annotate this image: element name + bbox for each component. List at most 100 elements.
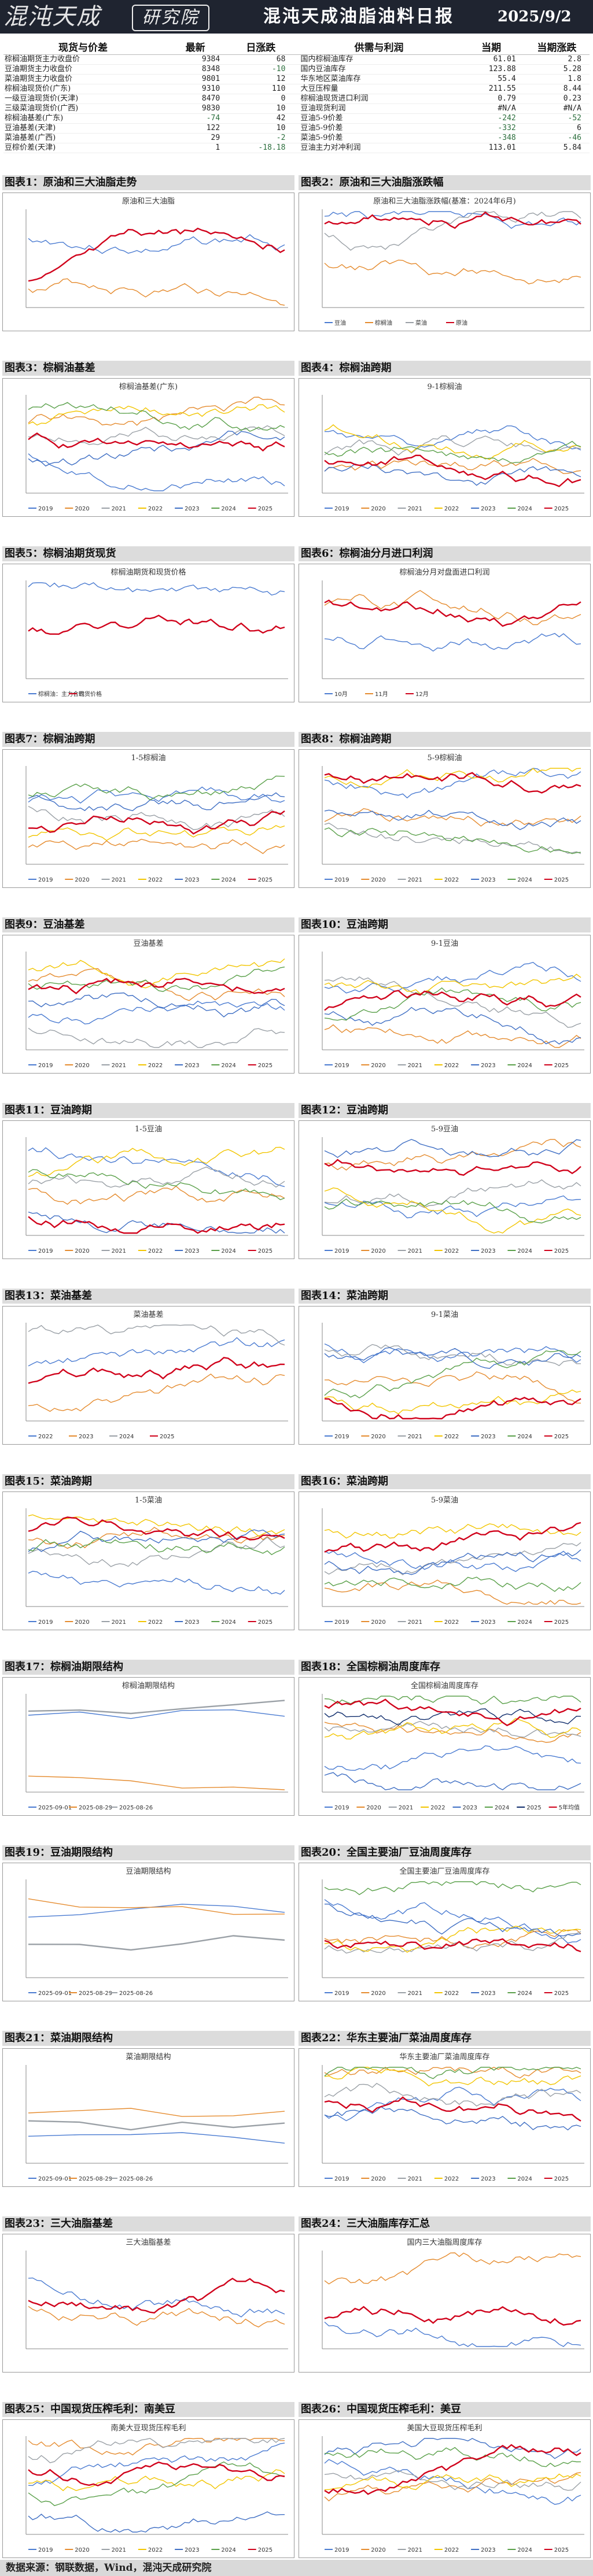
series-line — [324, 1522, 581, 1553]
legend-label: 2024 — [221, 1248, 235, 1254]
legend-label: 棕榈油：主力合约 — [38, 690, 84, 698]
series-line — [324, 2067, 581, 2087]
legend-label: 2019 — [334, 1990, 349, 1997]
header-cell: 日涨跌 — [228, 38, 294, 55]
legend-label: 2023 — [79, 1434, 93, 1440]
legend-label: 2019 — [38, 506, 53, 512]
legend-label: 2024 — [221, 2547, 235, 2553]
series-line — [324, 976, 581, 1028]
row-value: 42 — [228, 113, 294, 124]
row-label: 豆油现货利润 — [299, 103, 459, 114]
legend-label: 2021 — [408, 506, 422, 512]
legend-label: 2023 — [481, 2176, 495, 2182]
legend-label: 2023 — [481, 506, 495, 512]
series-line — [28, 1357, 285, 1384]
chart-title: 图表6：棕榈油分月进口利润 — [299, 546, 591, 561]
chart-plot-area: 1-5菜油 2019 2020 2021 2022 2023 2024 2025 — [2, 1491, 294, 1630]
chart-subtitle: 三大油脂基差 — [126, 2238, 171, 2247]
header-cell: 现货与价差 — [3, 38, 163, 55]
series-line — [324, 463, 581, 486]
logo: 混沌天成 研究院 — [0, 0, 220, 34]
chart-svg: 华东主要油厂菜油周度库存 2019 2020 2021 2022 2023 2024 2025 — [322, 2052, 584, 2182]
chart-title: 图表12：豆油跨期 — [299, 1103, 591, 1118]
series-line — [324, 987, 581, 1021]
row-label: 大豆压榨量 — [299, 84, 459, 94]
legend-label: 2019 — [38, 1063, 53, 1069]
row-value: -332 — [458, 123, 524, 134]
summary-row: 棕榈油期货主力收盘价 9384 68 国内棕榈油库存 61.01 2.8 — [3, 54, 590, 65]
legend-label: 2021 — [112, 1063, 126, 1069]
series-line — [324, 1187, 581, 1234]
chart-title: 图表3：棕榈油基差 — [2, 361, 294, 376]
row-value: 9310 — [162, 84, 229, 94]
series-line — [28, 2120, 285, 2131]
summary-row: 棕榈油基差(广东) -74 42 豆油5-9价差 -242 -52 — [3, 113, 590, 124]
series-line — [28, 1529, 285, 1552]
row-label: 菜油5-9价差 — [299, 133, 459, 143]
chart-subtitle: 棕榈油期货和现货价格 — [111, 568, 186, 577]
legend-label: 原油 — [456, 319, 467, 327]
series-line — [324, 1347, 581, 1369]
row-value: #N/A — [458, 103, 524, 114]
legend-label: 2025 — [258, 1063, 272, 1069]
summary-row: 棕榈油现货价(广东) 9310 110 大豆压榨量 211.55 8.44 — [3, 84, 590, 94]
row-label: 豆油期货主力收盘价 — [3, 64, 163, 75]
series-line — [324, 1139, 581, 1171]
series-line — [324, 1397, 581, 1420]
series-line — [324, 1198, 581, 1224]
chart-svg: 三大油脂基差 — [25, 2238, 288, 2349]
row-label: 国内棕榈油库存 — [299, 54, 459, 65]
series-line — [324, 1343, 581, 1367]
series-line — [324, 1389, 581, 1415]
legend-label: 2025 — [526, 1805, 541, 1811]
series-line — [324, 424, 581, 460]
row-label: 国内豆油库存 — [299, 64, 459, 75]
row-label: 豆油基差(天津) — [3, 123, 163, 134]
chart-title: 图表16：菜油跨期 — [299, 1474, 591, 1489]
summary-row: 豆油基差(天津) 122 10 豆油5-9价差 -332 6 — [3, 123, 590, 134]
legend-label: 2021 — [408, 1063, 422, 1069]
row-value: -348 — [458, 133, 524, 143]
logo-stamp-text: 研究院 — [142, 8, 200, 28]
chart-title: 图表11：豆油跨期 — [2, 1103, 294, 1118]
legend-label: 2025-08-26 — [119, 1990, 153, 1997]
legend-label: 2019 — [38, 2547, 53, 2553]
legend-label: 2021 — [408, 1990, 422, 1997]
row-label: 棕榈油基差(广东) — [3, 113, 163, 124]
row-value: 10 — [228, 123, 294, 134]
series-line — [28, 968, 285, 1001]
row-label: 豆棕价差(天津) — [3, 143, 163, 153]
logo-text: 混沌天成 — [3, 3, 101, 30]
chart-title: 图表17：棕榈油期限结构 — [2, 1660, 294, 1675]
chart-plot-area: 5-9棕榈油 2019 2020 2021 2022 2023 2024 2025 — [299, 749, 591, 888]
chart-subtitle: 华东主要油厂菜油周度库存 — [399, 2052, 489, 2061]
row-label: 菜油基差(广西) — [3, 133, 163, 143]
chart-plot-area: 美国大豆现货压榨毛利 2019 2020 2021 2022 2023 2024 2025 — [299, 2419, 591, 2558]
row-value: -2 — [228, 133, 294, 143]
legend-label: 2022 — [444, 1248, 459, 1254]
series-line — [324, 1542, 581, 1576]
legend-label: 2025-09-01 — [38, 1990, 72, 1997]
series-line — [324, 827, 581, 854]
legend-label: 2023 — [185, 506, 199, 512]
chart-title: 图表26：中国现货压榨毛利：美豆 — [299, 2402, 591, 2417]
chart-subtitle: 9-1棕榈油 — [428, 383, 462, 391]
chart-plot-area: 9-1豆油 2019 2020 2021 2022 2023 2024 2025 — [299, 935, 591, 1074]
legend-label: 2022 — [444, 1063, 459, 1069]
series-line — [28, 2132, 285, 2144]
legend-label: 2023 — [481, 1248, 495, 1254]
series-line — [324, 990, 581, 1011]
legend-label: 2025 — [554, 1990, 569, 1997]
series-line — [324, 1708, 581, 1726]
series-line — [28, 838, 285, 854]
legend-label: 2024 — [517, 1990, 532, 1997]
legend-label: 2022 — [38, 1434, 53, 1440]
series-line — [28, 278, 285, 306]
series-line — [324, 808, 581, 827]
row-value: 8348 — [162, 64, 229, 75]
series-line — [324, 1576, 581, 1592]
row-value: 2.8 — [524, 54, 590, 65]
series-line — [324, 1881, 581, 1896]
row-value: 9384 — [162, 54, 229, 65]
legend-label: 2024 — [517, 1434, 532, 1440]
